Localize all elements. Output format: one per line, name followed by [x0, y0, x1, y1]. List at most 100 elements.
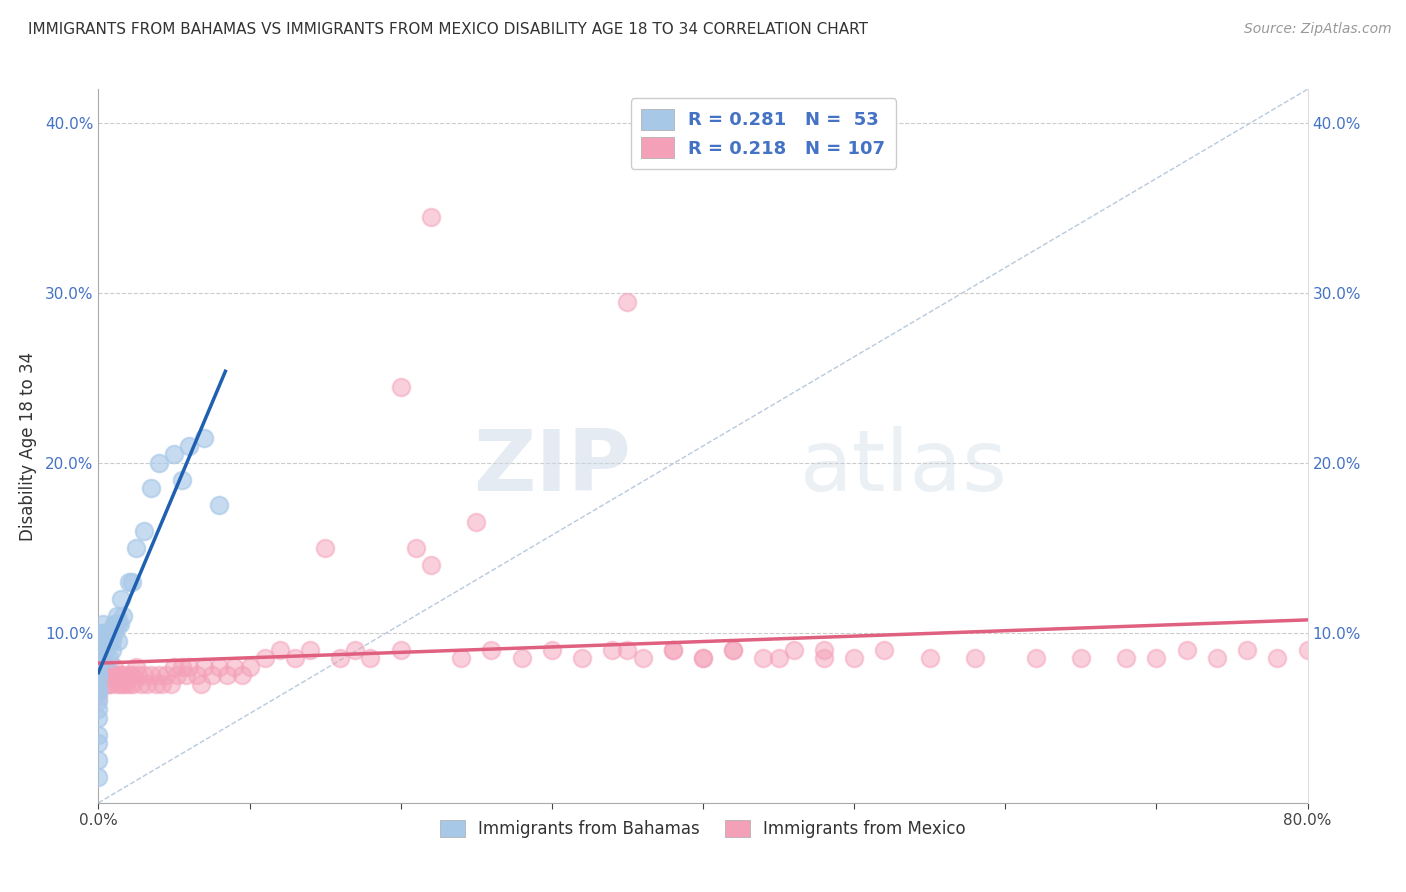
Point: [118, 574, 141, 589]
Point: [108, 617, 131, 632]
Point: [510, 651, 533, 665]
Point: [132, 668, 155, 682]
Point: [105, 608, 128, 623]
Point: [813, 651, 835, 665]
Point: [96, 626, 118, 640]
Point: [122, 677, 145, 691]
Point: [107, 617, 129, 632]
Point: [768, 651, 790, 665]
Point: [1144, 651, 1167, 665]
Point: [87, 663, 110, 677]
Point: [87, 626, 110, 640]
Point: [179, 660, 201, 674]
Point: [163, 660, 186, 674]
Point: [111, 677, 134, 691]
Point: [98, 651, 121, 665]
Point: [420, 210, 443, 224]
Point: [96, 668, 118, 682]
Point: [108, 677, 131, 691]
Point: [100, 668, 122, 682]
Point: [239, 660, 262, 674]
Legend: Immigrants from Bahamas, Immigrants from Mexico: Immigrants from Bahamas, Immigrants from…: [433, 813, 973, 845]
Point: [87, 685, 110, 699]
Point: [965, 651, 987, 665]
Point: [104, 668, 127, 682]
Point: [450, 651, 472, 665]
Point: [174, 668, 197, 682]
Point: [87, 651, 110, 665]
Point: [121, 574, 143, 589]
Point: [631, 651, 654, 665]
Point: [93, 660, 115, 674]
Text: IMMIGRANTS FROM BAHAMAS VS IMMIGRANTS FROM MEXICO DISABILITY AGE 18 TO 34 CORREL: IMMIGRANTS FROM BAHAMAS VS IMMIGRANTS FR…: [28, 22, 868, 37]
Point: [87, 668, 110, 682]
Point: [87, 677, 110, 691]
Point: [87, 643, 110, 657]
Point: [91, 668, 114, 682]
Point: [93, 626, 115, 640]
Point: [103, 660, 125, 674]
Point: [96, 677, 118, 691]
Point: [844, 651, 866, 665]
Point: [103, 626, 125, 640]
Point: [918, 651, 941, 665]
Point: [1024, 651, 1046, 665]
Point: [1236, 643, 1258, 657]
Point: [98, 668, 121, 682]
Point: [101, 634, 124, 648]
Point: [87, 634, 110, 648]
Point: [87, 660, 110, 674]
Point: [602, 643, 624, 657]
Point: [87, 673, 110, 688]
Point: [107, 634, 129, 648]
Point: [420, 558, 443, 572]
Point: [112, 668, 135, 682]
Point: [118, 668, 141, 682]
Point: [90, 660, 112, 674]
Point: [87, 651, 110, 665]
Point: [103, 617, 125, 632]
Point: [344, 643, 367, 657]
Point: [87, 660, 110, 674]
Point: [208, 660, 231, 674]
Point: [193, 430, 215, 444]
Point: [224, 660, 246, 674]
Point: [111, 608, 134, 623]
Point: [163, 448, 186, 462]
Point: [166, 668, 188, 682]
Point: [87, 668, 110, 682]
Point: [783, 643, 806, 657]
Point: [170, 473, 193, 487]
Point: [148, 668, 170, 682]
Point: [571, 651, 593, 665]
Point: [94, 643, 117, 657]
Point: [193, 660, 215, 674]
Point: [94, 626, 117, 640]
Point: [132, 524, 155, 538]
Point: [141, 668, 163, 682]
Point: [269, 643, 291, 657]
Point: [190, 677, 212, 691]
Point: [215, 668, 238, 682]
Point: [389, 379, 412, 393]
Point: [813, 643, 835, 657]
Text: Source: ZipAtlas.com: Source: ZipAtlas.com: [1244, 22, 1392, 37]
Text: atlas: atlas: [800, 425, 1008, 509]
Point: [752, 651, 775, 665]
Point: [145, 677, 167, 691]
Point: [87, 753, 110, 767]
Point: [1115, 651, 1137, 665]
Point: [87, 677, 110, 691]
Point: [389, 643, 412, 657]
Point: [121, 668, 143, 682]
Point: [101, 668, 124, 682]
Point: [94, 634, 117, 648]
Point: [87, 657, 110, 671]
Point: [1267, 651, 1289, 665]
Point: [87, 736, 110, 750]
Point: [98, 677, 121, 691]
Point: [125, 541, 148, 555]
Point: [87, 651, 110, 665]
Point: [91, 626, 114, 640]
Point: [100, 626, 122, 640]
